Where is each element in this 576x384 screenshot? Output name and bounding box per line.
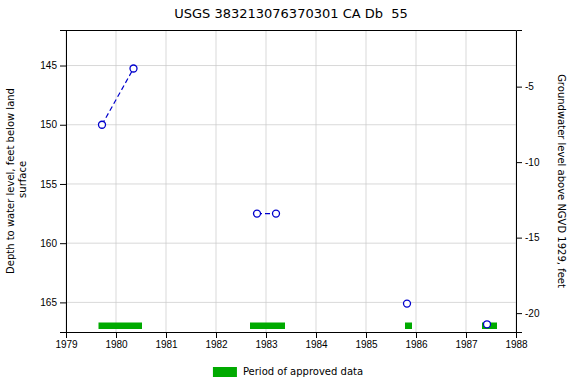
grid-line-x [316,30,317,332]
tick: 1981 [155,332,178,350]
grid [66,30,516,332]
grid-line-x [366,30,367,332]
tick: -15 [516,232,540,243]
series [254,210,280,217]
series [99,65,138,128]
tick-label: 1988 [505,339,528,350]
tick: 160 [40,238,66,249]
tick: 1984 [305,332,328,350]
tick-label: 1980 [105,339,128,350]
tick: 1988 [505,332,528,350]
tick-label: 1987 [455,339,478,350]
approved-period-bar [405,323,412,330]
axis-domain [60,31,67,333]
tick: 1987 [455,332,478,350]
approved-periods [99,323,498,330]
grid-line-x [216,30,217,332]
legend: Period of approved data [213,366,363,377]
grid-line-x [266,30,267,332]
grid-line-x [416,30,417,332]
y2-axis-label: Groundwater level above NGVD 1929, feet [556,74,567,288]
tick-mark [60,125,66,126]
tick: 1983 [255,332,278,350]
tick-mark [316,332,317,338]
tick: 150 [40,119,66,130]
tick-label: 145 [40,60,57,71]
tick-mark [216,332,217,338]
tick-label: 1985 [355,339,378,350]
grid-line-y [66,183,516,184]
tick-mark [116,332,117,338]
chart-title: USGS 383213076370301 CA Db 55 [174,6,408,21]
tick-label: 165 [40,297,57,308]
tick-mark [416,332,417,338]
tick-mark [516,162,522,163]
tick-mark [266,332,267,338]
approved-period-bar [99,323,143,330]
plot-area: 1979 1980 1981 1982 1983 1984 1985 1986 1987 1988… [40,30,540,350]
tick: 155 [40,179,66,190]
tick-label: 1983 [255,339,278,350]
approved-period-bar [250,323,285,330]
grid-line-x [166,30,167,332]
tick: -5 [516,81,534,92]
tick: -10 [516,157,540,168]
series [404,300,411,307]
tick-mark [366,332,367,338]
tick-label: 1979 [55,339,78,350]
tick-mark [466,332,467,338]
yticks-axis: 145 150 155 160 165 [40,31,66,333]
tick-label: 1984 [305,339,328,350]
tick-label: -20 [525,308,540,319]
tick-mark [516,87,522,88]
tick: -20 [516,308,540,319]
tick-mark [516,238,522,239]
grid-line-x [116,30,117,332]
tick-label: 155 [40,179,57,190]
series-line [102,68,134,124]
tick-mark [60,302,66,303]
tick: 165 [40,297,66,308]
series-point [99,121,106,128]
y2ticks-axis: -5 -10 -15 -20 [516,31,540,333]
y-axis-label: Depth to water level, feet below land su… [5,88,28,274]
grid-line-y [66,124,516,125]
tick-label: 1982 [205,339,228,350]
axis-domain [67,333,517,339]
legend-swatch [213,367,237,377]
series [484,321,491,328]
series-point [130,65,137,72]
tick: 1985 [355,332,378,350]
plot-frame [66,30,516,31]
tick-mark [516,313,522,314]
xticks-axis: 1979 1980 1981 1982 1983 1984 1985 1986 1987 1988 [55,332,528,350]
series-point [273,210,280,217]
tick-label: -5 [525,81,534,92]
chart: 1979 1980 1981 1982 1983 1984 1985 1986 1987 1988… [0,0,576,384]
tick-mark [60,243,66,244]
tick-label: 150 [40,119,57,130]
tick: 1980 [105,332,128,350]
tick-label: 1981 [155,339,178,350]
grid-line-x [466,30,467,332]
series-point [254,210,261,217]
grid-line-y [66,302,516,303]
grid-line-y [66,243,516,244]
tick: 1982 [205,332,228,350]
series-point [484,321,491,328]
tick: 1986 [405,332,428,350]
tick-label: 1986 [405,339,428,350]
axis-domain [517,31,523,333]
tick-label: -15 [525,232,540,243]
tick-mark [166,332,167,338]
tick: 145 [40,60,66,71]
tick: 1979 [55,332,78,350]
marks [99,65,498,329]
tick-mark [60,66,66,67]
legend-label: Period of approved data [243,366,363,377]
tick-label: -10 [525,157,540,168]
tick-label: 160 [40,238,57,249]
tick-mark [60,184,66,185]
series-point [404,300,411,307]
